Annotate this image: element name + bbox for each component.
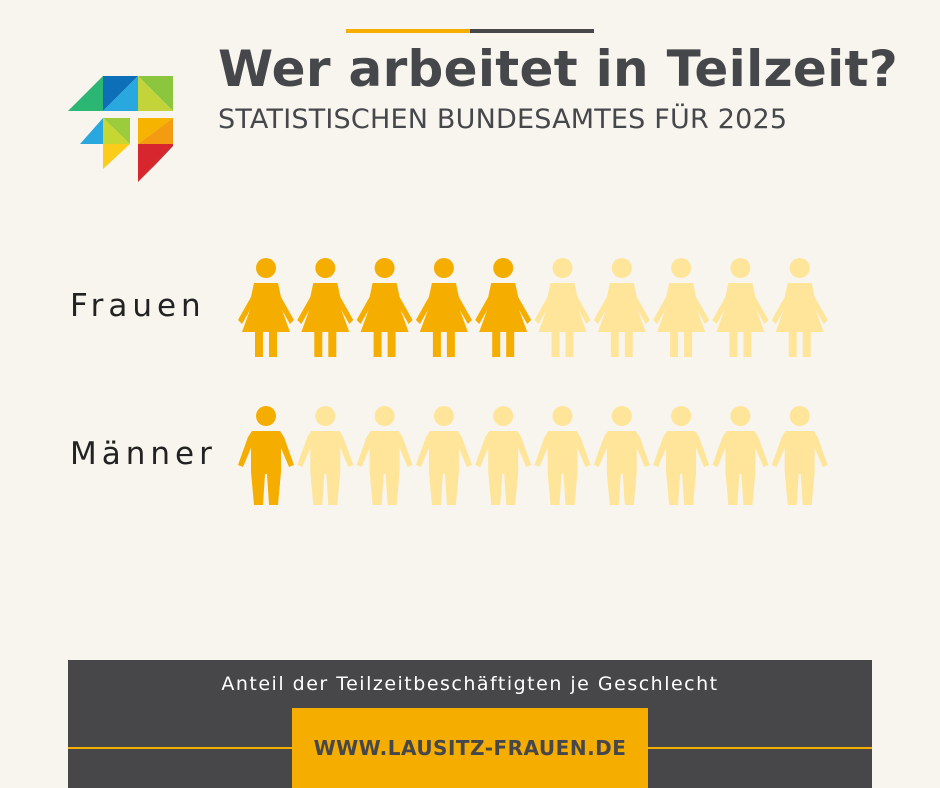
- male-person-icon-muted: [415, 406, 472, 505]
- male-person-icon-muted: [475, 406, 532, 505]
- row-label-frauen: Frauen: [70, 288, 206, 324]
- frauen-icon-row: [238, 258, 828, 357]
- female-person-icon-muted: [534, 258, 591, 357]
- male-person-icon-muted: [712, 406, 769, 505]
- maenner-icon-row: [238, 406, 828, 505]
- male-person-icon-muted: [534, 406, 591, 505]
- female-person-icon-muted: [712, 258, 769, 357]
- row-label-maenner: Männer: [70, 436, 217, 472]
- male-person-icon-muted: [771, 406, 828, 505]
- male-person-icon-highlighted: [238, 406, 294, 505]
- website-link-box[interactable]: WWW.LAUSITZ-FRAUEN.DE: [292, 708, 648, 788]
- female-person-icon-muted: [771, 258, 828, 357]
- page-title: Wer arbeitet in Teilzeit?: [218, 40, 899, 98]
- male-person-icon-muted: [297, 406, 354, 505]
- lausitz-frauen-logo-icon: [68, 76, 173, 182]
- female-person-icon-muted: [653, 258, 710, 357]
- female-person-icon-highlighted: [297, 258, 354, 357]
- male-person-icon-muted: [356, 406, 413, 505]
- page-subtitle: STATISTISCHEN BUNDESAMTES FÜR 2025: [218, 104, 788, 135]
- website-link[interactable]: WWW.LAUSITZ-FRAUEN.DE: [313, 736, 627, 760]
- footer-bar: Anteil der Teilzeitbeschäftigten je Gesc…: [68, 660, 872, 788]
- female-person-icon-highlighted: [238, 258, 294, 357]
- chart-caption: Anteil der Teilzeitbeschäftigten je Gesc…: [221, 673, 719, 695]
- male-person-icon-muted: [593, 406, 650, 505]
- female-person-icon-muted: [593, 258, 650, 357]
- top-accent-line-yellow: [346, 29, 470, 33]
- female-person-icon-highlighted: [475, 258, 532, 357]
- top-accent-line: [346, 29, 594, 33]
- female-person-icon-highlighted: [415, 258, 472, 357]
- female-person-icon-highlighted: [356, 258, 413, 357]
- male-person-icon-muted: [653, 406, 710, 505]
- top-accent-line-dark: [470, 29, 594, 33]
